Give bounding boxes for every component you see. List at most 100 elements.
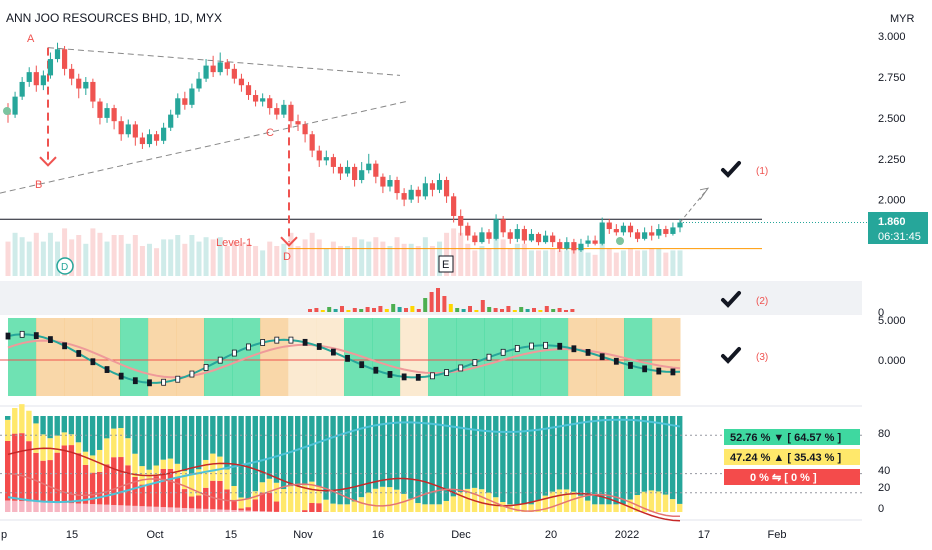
stack-segment bbox=[542, 495, 548, 512]
stack-line bbox=[7, 472, 680, 518]
stack-segment bbox=[641, 491, 648, 512]
candle-body bbox=[323, 157, 329, 161]
candle-body bbox=[451, 196, 457, 216]
oscillator-box bbox=[302, 338, 308, 346]
bear-pct-bg bbox=[724, 429, 860, 445]
stack-segment bbox=[33, 501, 39, 512]
candle-body bbox=[139, 137, 145, 145]
candle-body bbox=[132, 124, 138, 138]
oscillator-box bbox=[613, 357, 619, 365]
stack-segment bbox=[556, 416, 563, 490]
volume-bar bbox=[274, 246, 280, 276]
stack-segment bbox=[132, 505, 138, 512]
volume-bar bbox=[196, 241, 202, 276]
stack-segment bbox=[47, 416, 53, 439]
oscillator-box bbox=[90, 358, 96, 366]
time-tick: 16 bbox=[372, 529, 384, 541]
stack-segment bbox=[54, 416, 60, 436]
stack-segment bbox=[125, 416, 131, 439]
stack-segment bbox=[500, 416, 506, 502]
stack-segment bbox=[429, 416, 435, 505]
oscillator-box bbox=[543, 341, 548, 349]
oscillator-box bbox=[203, 364, 209, 371]
oscillator-box bbox=[670, 368, 676, 376]
stack-segment bbox=[330, 416, 336, 504]
stack-segment bbox=[160, 459, 167, 469]
candle-body bbox=[231, 68, 237, 79]
wave-d-label: D bbox=[283, 251, 291, 263]
candle-body bbox=[627, 225, 634, 233]
candle-body bbox=[61, 49, 68, 69]
candle-body bbox=[373, 163, 379, 177]
stack-segment bbox=[259, 416, 266, 483]
stack-segment bbox=[245, 507, 251, 511]
stack-segment bbox=[436, 504, 442, 512]
stack-segment bbox=[436, 416, 442, 505]
checkmark-icon bbox=[721, 347, 741, 364]
histogram-bar bbox=[384, 309, 389, 312]
candle-body bbox=[189, 88, 195, 105]
stack-segment bbox=[188, 416, 195, 474]
volume-bar bbox=[231, 241, 237, 276]
stack-segment bbox=[570, 491, 577, 512]
candle-body bbox=[54, 49, 61, 60]
histogram-bar bbox=[372, 308, 376, 312]
stack-segment bbox=[217, 480, 223, 510]
histogram-bar bbox=[468, 306, 472, 312]
stack-segment bbox=[160, 468, 167, 508]
candle-body bbox=[620, 225, 627, 233]
stack-segment bbox=[386, 487, 393, 512]
volume-bar bbox=[486, 248, 492, 276]
volume-bar bbox=[62, 228, 68, 276]
stack-segment bbox=[521, 504, 527, 512]
stack-segment bbox=[401, 493, 407, 512]
volume-bar bbox=[139, 246, 145, 276]
volume-bar bbox=[451, 228, 457, 276]
stack-segment bbox=[231, 501, 237, 511]
stack-segment bbox=[535, 500, 541, 512]
volume-bar bbox=[288, 232, 294, 276]
stack-segment bbox=[351, 416, 358, 502]
volume-bar bbox=[302, 239, 308, 276]
stack-segment bbox=[12, 433, 18, 501]
candle-body bbox=[125, 124, 131, 135]
candle-body bbox=[634, 232, 641, 239]
stack-segment bbox=[238, 508, 244, 511]
candle-body bbox=[245, 85, 252, 96]
stack-segment bbox=[486, 416, 492, 493]
pane4-tick: 20 bbox=[878, 482, 890, 494]
stack-segment bbox=[620, 504, 626, 512]
stack-segment bbox=[174, 416, 181, 464]
countdown-timer: 06:31:45 bbox=[878, 231, 921, 243]
target-label: (3) bbox=[756, 352, 768, 363]
candle-body bbox=[670, 227, 676, 234]
candle-body bbox=[663, 229, 669, 234]
stack-segment bbox=[662, 416, 669, 495]
stack-segment bbox=[549, 416, 556, 492]
candle-body bbox=[19, 81, 25, 97]
stack-segment bbox=[280, 416, 287, 489]
stack-segment bbox=[323, 416, 329, 500]
stack-segment bbox=[118, 428, 124, 458]
candle-body bbox=[281, 104, 287, 115]
oscillator-box bbox=[642, 365, 648, 373]
volume-bar bbox=[564, 250, 570, 276]
volume-bar bbox=[217, 237, 223, 276]
stack-segment bbox=[96, 416, 103, 450]
stack-segment bbox=[33, 423, 39, 453]
histogram-bar bbox=[359, 309, 364, 312]
stack-segment bbox=[372, 488, 379, 512]
volume-bar bbox=[323, 248, 329, 276]
stack-segment bbox=[422, 416, 428, 505]
currency-label: MYR bbox=[890, 13, 915, 25]
candle-body bbox=[118, 121, 124, 135]
stack-segment bbox=[210, 480, 216, 510]
stack-segment bbox=[111, 428, 117, 458]
stack-segment bbox=[5, 419, 11, 441]
stack-segment bbox=[188, 496, 195, 509]
price-tick: 2.250 bbox=[878, 154, 906, 166]
stack-segment bbox=[5, 500, 11, 512]
stack-segment bbox=[167, 507, 174, 512]
chart-title: ANN JOO RESOURCES BHD, 1D, MYX bbox=[6, 11, 222, 25]
